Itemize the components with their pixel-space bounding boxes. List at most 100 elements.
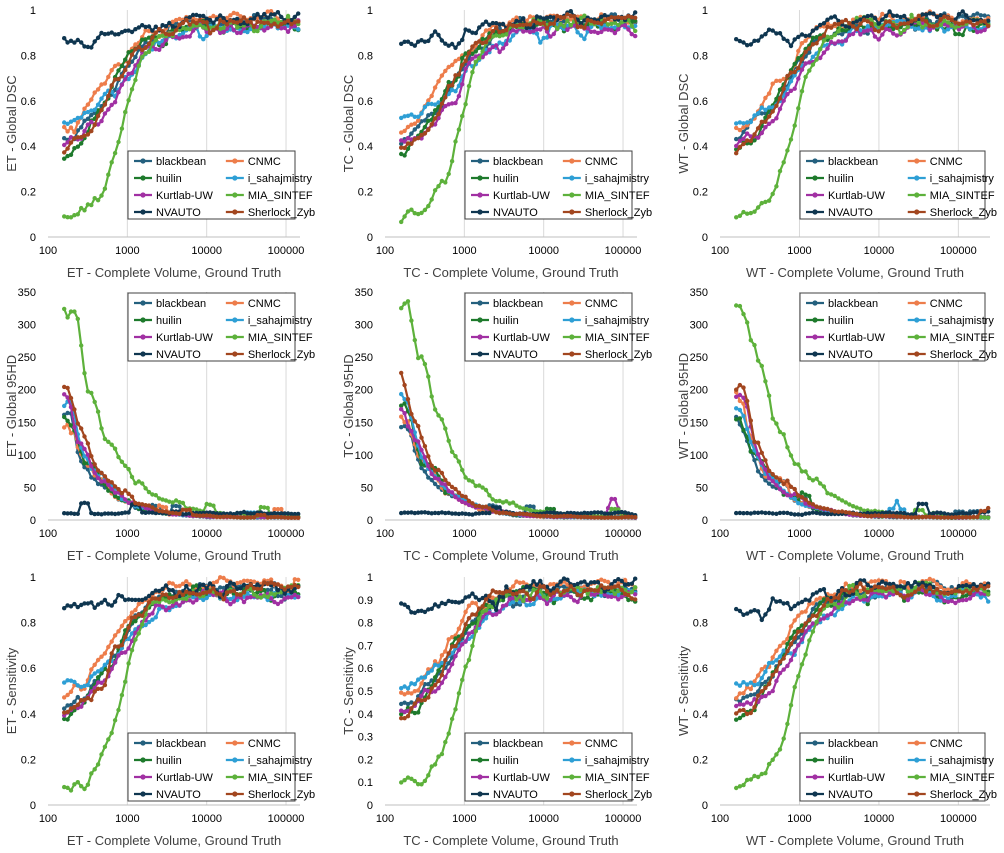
data-point [449, 651, 455, 656]
data-point [82, 500, 87, 505]
data-point [167, 587, 172, 593]
data-point [934, 23, 940, 28]
data-point [106, 644, 111, 650]
data-point [521, 29, 526, 34]
data-point [157, 40, 162, 46]
data-point [109, 30, 114, 35]
data-point [443, 95, 448, 100]
data-point [102, 32, 108, 37]
data-point [251, 511, 257, 516]
x-tick-label: 10000 [191, 813, 222, 825]
data-point [432, 116, 438, 121]
data-point [763, 95, 768, 101]
data-point [136, 479, 141, 484]
data-point [296, 577, 301, 582]
data-point [551, 586, 556, 591]
data-point [238, 18, 243, 24]
data-point [79, 135, 84, 140]
data-point [807, 50, 812, 55]
data-point [466, 502, 472, 508]
data-point [224, 514, 230, 519]
data-point [741, 125, 746, 130]
data-point [402, 709, 407, 715]
data-point [572, 514, 577, 519]
data-point [422, 39, 428, 44]
data-point [748, 418, 753, 423]
data-point [463, 58, 468, 64]
data-point [582, 36, 587, 42]
data-point [426, 773, 431, 778]
data-point [510, 604, 516, 609]
data-point [419, 462, 424, 467]
data-point [228, 514, 233, 519]
y-tick-label: 0 [30, 515, 36, 527]
y-tick-label: 0.8 [693, 50, 708, 62]
data-point [99, 752, 104, 757]
data-point [419, 782, 424, 787]
data-point [405, 299, 411, 304]
data-point [75, 135, 81, 140]
data-point [235, 586, 240, 591]
data-point [436, 79, 441, 84]
data-point [555, 583, 560, 588]
data-point [402, 423, 407, 429]
data-point [609, 594, 614, 599]
data-point [810, 28, 816, 33]
data-point [531, 25, 536, 30]
y-tick-label: 0.9 [358, 595, 373, 607]
data-point [285, 13, 291, 19]
data-point [85, 122, 91, 127]
data-point [443, 41, 448, 46]
data-point [803, 501, 808, 506]
data-point [759, 130, 764, 136]
data-point [426, 454, 431, 459]
data-point [89, 463, 94, 469]
data-point [419, 119, 424, 124]
x-axis-title: TC - Complete Volume, Ground Truth [403, 265, 618, 280]
x-tick-label: 1000 [787, 813, 811, 825]
data-point [953, 20, 958, 25]
data-point [187, 598, 192, 603]
data-point [602, 13, 607, 18]
data-point [173, 600, 179, 606]
data-point [599, 29, 604, 35]
data-point [578, 511, 584, 516]
data-point [902, 511, 907, 516]
data-point [449, 644, 455, 649]
data-point [449, 449, 455, 454]
data-point [975, 514, 980, 520]
x-tick-label: 1000 [452, 528, 476, 540]
y-axis-title: ET - Sensitivity [4, 647, 19, 734]
data-point [470, 51, 475, 56]
data-point [876, 29, 881, 34]
data-point [850, 24, 856, 29]
data-point [129, 474, 135, 480]
data-point [429, 477, 434, 483]
data-point [466, 512, 472, 517]
legend-marker [477, 209, 483, 215]
data-point [412, 438, 417, 443]
y-tick-label: 0.2 [21, 754, 36, 766]
data-point [531, 28, 536, 34]
data-point [279, 21, 284, 27]
data-point [221, 16, 226, 21]
data-point [633, 18, 638, 24]
data-point [814, 602, 819, 607]
data-point [65, 717, 70, 722]
data-point [231, 599, 236, 604]
data-point [163, 37, 169, 43]
data-point [126, 616, 131, 621]
data-point [796, 106, 801, 111]
data-point [112, 718, 118, 723]
data-point [409, 428, 414, 434]
data-point [612, 579, 618, 584]
data-point [752, 679, 757, 684]
y-tick-label: 1 [30, 572, 36, 584]
data-point [109, 102, 114, 108]
data-point [558, 592, 563, 598]
data-point [872, 513, 878, 518]
data-point [588, 29, 594, 34]
data-point [296, 584, 301, 590]
data-point [119, 459, 125, 464]
